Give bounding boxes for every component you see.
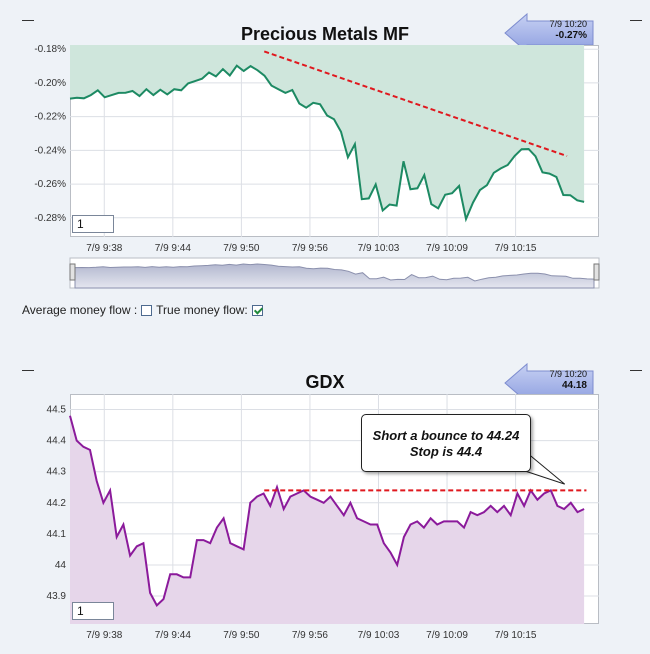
x-tick-label: 7/9 9:56 (292, 243, 329, 254)
x-tick-label: 7/9 10:03 (358, 243, 400, 254)
chart-title: Precious Metals MF (240, 24, 410, 44)
callout-line: Stop is 44.4 (409, 444, 483, 459)
x-tick-label: 7/9 10:09 (426, 243, 468, 254)
series-line (69, 64, 585, 223)
badge-time: 7/9 10:20 (549, 19, 587, 29)
area-fill (70, 45, 585, 220)
true-money-flow-label: True money flow: (156, 303, 248, 317)
y-tick-label: 44.2 (47, 498, 67, 509)
y-tick-label: 44.4 (47, 436, 67, 447)
collapse-dash-icon[interactable] (630, 20, 642, 21)
area-fill (70, 415, 585, 624)
y-tick-label: 44.3 (47, 467, 67, 478)
y-tick-label: 44.1 (47, 529, 67, 540)
navigator-right-handle (593, 263, 600, 281)
avg-money-flow-label: Average money flow : (22, 303, 138, 317)
series-line (69, 415, 585, 608)
annotation-callout: Short a bounce to 44.24 Stop is 44.4 (361, 414, 531, 472)
callout-line: Short a bounce to 44.24 (372, 428, 520, 443)
chart-title: GDX (305, 372, 345, 392)
mf-chart: -0.18% -0.20% -0.22% -0.24% -0.26% -0.28% 7/9 … (34, 44, 599, 254)
trend-line (263, 50, 568, 158)
y-tick-label: -0.26% (34, 179, 66, 190)
x-tick-label: 7/9 9:38 (86, 630, 123, 641)
money-flow-controls: Average money flow : True money flow: (22, 303, 263, 317)
y-tick-label: -0.18% (34, 44, 66, 55)
badge-time: 7/9 10:20 (549, 369, 587, 379)
collapse-dash-icon[interactable] (22, 370, 34, 371)
last-value-badge: 7/9 10:20 44.18 (504, 362, 594, 404)
x-tick-label: 7/9 9:44 (155, 243, 192, 254)
x-tick-label: 7/9 9:38 (86, 243, 123, 254)
y-tick-label: -0.22% (34, 112, 66, 123)
x-tick-label: 7/9 9:44 (155, 630, 192, 641)
y-tick-label: -0.24% (34, 145, 66, 156)
y-tick-label: 44.5 (47, 405, 67, 416)
y-tick-label: 44 (55, 560, 67, 571)
y-tick-label: -0.28% (34, 213, 66, 224)
badge-value: 44.18 (561, 380, 587, 391)
range-input[interactable]: 1 (72, 215, 114, 233)
x-tick-label: 7/9 9:50 (223, 243, 260, 254)
x-tick-label: 7/9 9:50 (223, 630, 260, 641)
badge-value: -0.27% (555, 30, 587, 41)
range-input[interactable]: 1 (72, 602, 114, 620)
collapse-dash-icon[interactable] (630, 370, 642, 371)
x-tick-label: 7/9 10:15 (495, 630, 537, 641)
range-navigator[interactable] (69, 257, 600, 289)
avg-money-flow-checkbox[interactable] (141, 304, 153, 316)
true-money-flow-checkbox[interactable] (251, 304, 263, 316)
y-tick-label: 43.9 (47, 591, 67, 602)
x-tick-label: 7/9 10:03 (358, 630, 400, 641)
last-value-badge: 7/9 10:20 -0.27% (504, 12, 594, 54)
collapse-dash-icon[interactable] (22, 20, 34, 21)
y-tick-label: -0.20% (34, 78, 66, 89)
x-tick-label: 7/9 10:09 (426, 630, 468, 641)
x-tick-label: 7/9 9:56 (292, 630, 329, 641)
x-tick-label: 7/9 10:15 (495, 243, 537, 254)
navigator-left-handle (69, 263, 76, 281)
